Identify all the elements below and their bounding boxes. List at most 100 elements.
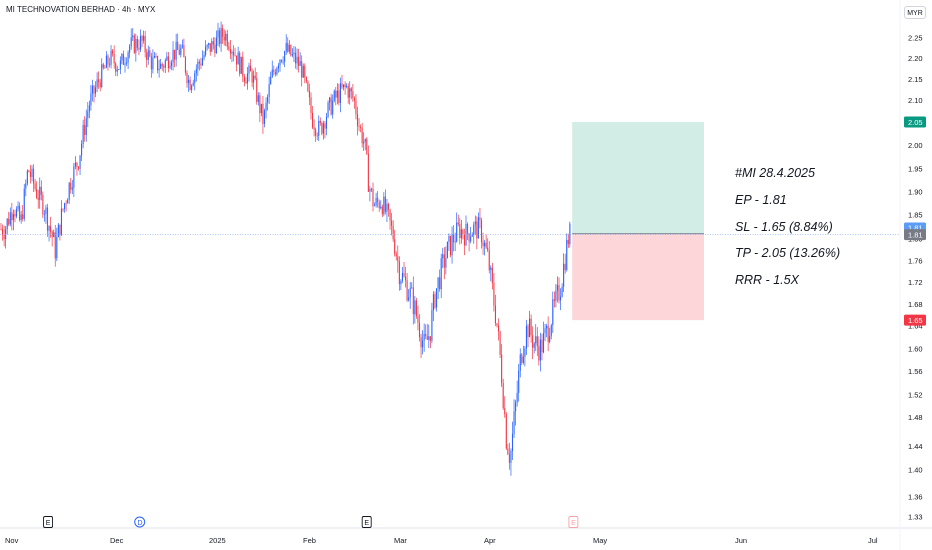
candle-body xyxy=(301,61,303,78)
candle-body xyxy=(6,218,8,230)
candle-body xyxy=(271,69,273,77)
price-price-badge-label: 1.81 xyxy=(908,224,923,233)
candle-body xyxy=(102,64,104,68)
candle-body xyxy=(366,138,368,154)
candle-body xyxy=(377,197,379,202)
candle-body xyxy=(513,411,515,434)
dividend-marker-icon[interactable] xyxy=(134,516,146,528)
candle-body xyxy=(82,125,84,144)
candle-body xyxy=(284,51,286,62)
candle-body xyxy=(77,166,80,169)
candle-body xyxy=(372,188,374,207)
earnings-marker-icon[interactable] xyxy=(43,516,53,528)
candle-body xyxy=(157,56,159,71)
candle-body xyxy=(307,81,309,92)
y-tick-label: 1.40 xyxy=(908,466,923,475)
candle-body xyxy=(423,334,425,341)
candle-body xyxy=(194,73,196,83)
candle-body xyxy=(397,256,399,262)
earnings-marker-icon[interactable] xyxy=(361,516,372,528)
candle-body xyxy=(448,235,450,242)
candle-body xyxy=(105,55,107,68)
tp-price-badge-label: 2.05 xyxy=(908,118,923,127)
candle-body xyxy=(43,213,45,215)
candle-body xyxy=(146,52,148,60)
candle-body xyxy=(501,354,503,384)
y-tick-label: 1.85 xyxy=(908,211,923,220)
candle-body xyxy=(403,273,405,277)
candle-body xyxy=(446,241,448,259)
candle-body xyxy=(318,120,320,136)
candle-body xyxy=(476,221,478,239)
candle-body xyxy=(184,57,186,73)
candle-body xyxy=(391,220,393,226)
candle-body xyxy=(405,276,407,281)
candle-body xyxy=(440,258,442,290)
candle-body xyxy=(445,258,447,268)
candle-body xyxy=(569,223,571,245)
candle-body xyxy=(386,203,388,212)
candle-body xyxy=(262,103,264,124)
candle-body xyxy=(561,286,563,297)
symbol-title[interactable]: MI TECHNOVATION BERHAD · 4h · MYX xyxy=(6,5,156,14)
candle-body xyxy=(167,56,169,69)
candle-body xyxy=(195,69,197,74)
earnings-marker-icon[interactable] xyxy=(568,516,579,528)
candle-body xyxy=(118,69,120,70)
candle-body xyxy=(383,196,385,215)
candle-body xyxy=(358,126,360,127)
candle-body xyxy=(211,41,213,52)
candle-body xyxy=(40,186,42,195)
candle-body xyxy=(178,49,180,55)
candle-body xyxy=(535,336,537,344)
candle-body xyxy=(99,82,101,88)
candle-body xyxy=(127,52,129,63)
candle-body xyxy=(250,65,252,72)
candle-body xyxy=(222,28,224,37)
x-tick-label: Dec xyxy=(110,536,124,545)
candle-body xyxy=(274,72,276,75)
candle-body xyxy=(347,85,349,98)
candle-body xyxy=(59,224,61,235)
candle-body xyxy=(161,63,163,67)
y-tick-label: 2.00 xyxy=(908,141,923,150)
candle-body xyxy=(253,75,255,83)
candle-body xyxy=(265,102,267,111)
candle-body xyxy=(392,225,394,240)
candle-body xyxy=(121,54,123,61)
candle-body xyxy=(333,90,335,101)
candle-body xyxy=(28,170,30,172)
candle-body xyxy=(101,64,103,88)
currency-button[interactable]: MYR xyxy=(904,6,926,19)
candle-body xyxy=(462,229,464,235)
candle-body xyxy=(231,51,233,54)
time-axis[interactable]: Nov Dec 2025 Feb Mar Apr May Jun Jul xyxy=(5,536,878,545)
candle-body xyxy=(316,135,318,137)
candle-body xyxy=(129,46,131,53)
candle-body xyxy=(57,224,59,237)
long-position-tool[interactable] xyxy=(572,122,704,321)
candle-body xyxy=(81,143,83,156)
candle-body xyxy=(223,36,225,41)
candle-body xyxy=(518,370,520,393)
candle-body xyxy=(245,81,247,84)
candle-body xyxy=(536,336,538,347)
annotation-risk-reward: RRR - 1.5X xyxy=(735,273,799,287)
candle-body xyxy=(84,125,86,135)
candle-body xyxy=(369,188,371,192)
candle-body xyxy=(23,188,25,219)
candle-body xyxy=(5,229,7,240)
candle-body xyxy=(208,43,210,46)
candle-body xyxy=(42,194,44,215)
candle-body xyxy=(291,54,293,56)
candle-body xyxy=(180,47,182,55)
candle-body xyxy=(321,122,323,134)
candle-body xyxy=(380,206,382,209)
candle-body xyxy=(418,322,421,338)
candle-body xyxy=(335,90,337,98)
y-tick-label: 2.20 xyxy=(908,54,923,63)
candle-body xyxy=(1,229,4,236)
candle-body xyxy=(268,84,270,97)
candle-body xyxy=(175,41,177,60)
